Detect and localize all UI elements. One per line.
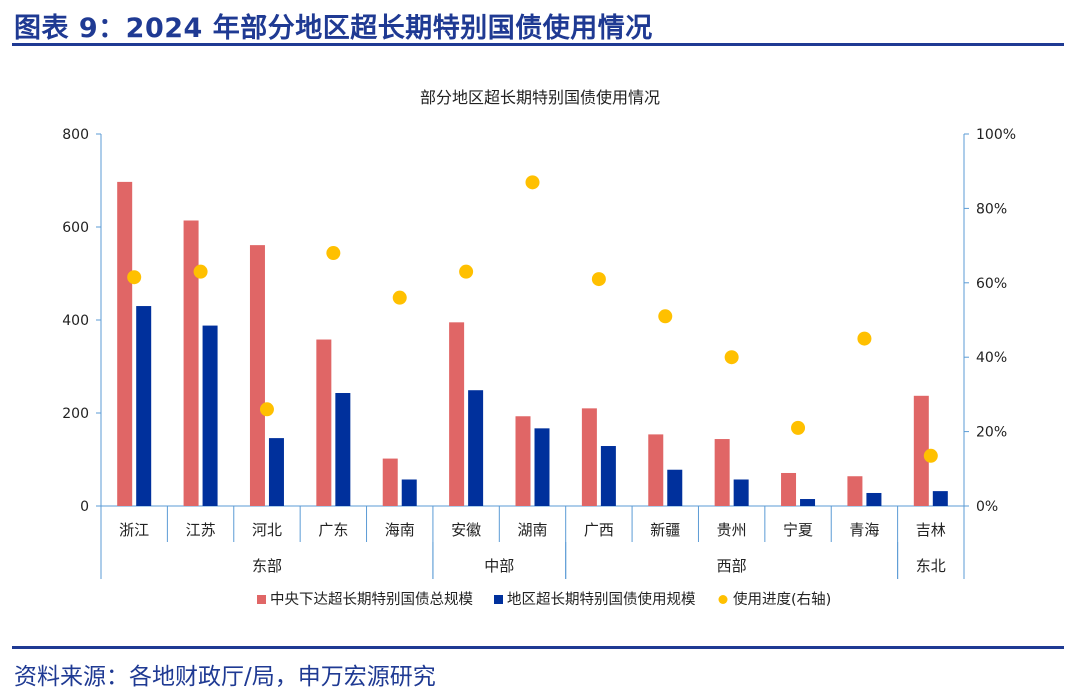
- category-label: 贵州: [717, 521, 747, 539]
- left-axis-tick-label: 800: [62, 127, 89, 143]
- used-bar: [866, 492, 882, 506]
- progress-dot: [791, 420, 806, 435]
- total-bar: [714, 439, 730, 506]
- category-label: 广西: [584, 521, 614, 539]
- left-axis-tick-label: 600: [62, 220, 89, 236]
- category-label: 新疆: [650, 521, 680, 539]
- chart: 部分地区超长期特别国债使用情况 0 200 400 600 800 0% 20% 40% 60%…: [62, 88, 1016, 608]
- right-axis-tick-label: 40%: [976, 350, 1007, 366]
- progress-dot: [392, 290, 407, 305]
- group-label: 东北: [916, 557, 946, 575]
- total-bar: [183, 220, 199, 507]
- progress-dot: [259, 402, 274, 417]
- group-label: 西部: [717, 557, 747, 575]
- progress-dot: [459, 264, 474, 279]
- total-bar: [913, 395, 929, 506]
- category-label: 吉林: [916, 521, 946, 539]
- total-bar: [581, 408, 597, 506]
- total-bar: [449, 322, 465, 506]
- total-bar: [781, 472, 797, 506]
- progress-dot: [923, 448, 938, 463]
- used-bar: [534, 428, 550, 506]
- used-bar: [733, 479, 749, 506]
- right-axis-tick-label: 0%: [976, 499, 998, 515]
- category-label: 浙江: [119, 521, 149, 539]
- legend-swatch-total: [257, 595, 266, 604]
- progress-dot: [127, 270, 142, 285]
- left-axis-tick-label: 400: [62, 313, 89, 329]
- progress-dot: [193, 264, 208, 279]
- used-bar: [932, 491, 948, 506]
- total-bar: [249, 245, 265, 506]
- right-axis-tick-label: 100%: [976, 127, 1016, 143]
- figure-title: 图表 9：2024 年部分地区超长期特别国债使用情况: [14, 13, 653, 44]
- total-bar: [316, 339, 332, 506]
- source-note: 资料来源：各地财政厅/局，申万宏源研究: [14, 664, 436, 690]
- right-axis-tick-label: 20%: [976, 425, 1007, 441]
- used-bar: [202, 325, 218, 506]
- group-label: 东部: [252, 557, 282, 575]
- progress-dot: [525, 175, 540, 190]
- category-label: 江苏: [186, 521, 216, 539]
- category-label: 安徽: [451, 521, 481, 539]
- used-bar: [468, 390, 484, 506]
- used-bar: [600, 446, 616, 506]
- right-axis-tick-label: 80%: [976, 201, 1007, 217]
- total-bar: [648, 434, 664, 506]
- category-label: 青海: [849, 521, 879, 539]
- legend-label-used: 地区超长期特别国债使用规模: [507, 591, 696, 608]
- progress-dot: [326, 246, 341, 261]
- total-bar: [117, 181, 133, 506]
- used-bar: [800, 499, 816, 506]
- category-label: 广东: [318, 521, 348, 539]
- right-axis-tick-label: 60%: [976, 276, 1007, 292]
- progress-dot: [658, 309, 673, 324]
- legend-swatch-used: [494, 595, 503, 604]
- legend-label-total: 中央下达超长期特别国债总规模: [270, 591, 473, 608]
- source-rule: [12, 646, 1064, 649]
- group-label: 中部: [484, 557, 514, 575]
- progress-dot: [724, 350, 739, 365]
- legend-label-progress: 使用进度(右轴): [733, 591, 831, 608]
- used-bar: [401, 479, 417, 506]
- total-bar: [382, 458, 398, 506]
- left-axis-tick-label: 200: [62, 406, 89, 422]
- category-label: 河北: [252, 521, 282, 539]
- used-bar: [136, 306, 152, 506]
- progress-dot: [857, 331, 872, 346]
- total-bar: [515, 416, 531, 506]
- chart-title: 部分地区超长期特别国债使用情况: [420, 88, 660, 107]
- used-bar: [667, 469, 683, 506]
- category-label: 宁夏: [783, 521, 813, 539]
- title-rule: [12, 43, 1064, 46]
- left-axis-tick-label: 0: [80, 499, 89, 515]
- legend-swatch-progress: [718, 595, 728, 604]
- progress-dot: [591, 272, 606, 287]
- total-bar: [847, 476, 863, 506]
- used-bar: [335, 393, 351, 506]
- category-label: 海南: [385, 521, 415, 539]
- used-bar: [268, 438, 284, 506]
- category-label: 湖南: [517, 521, 547, 539]
